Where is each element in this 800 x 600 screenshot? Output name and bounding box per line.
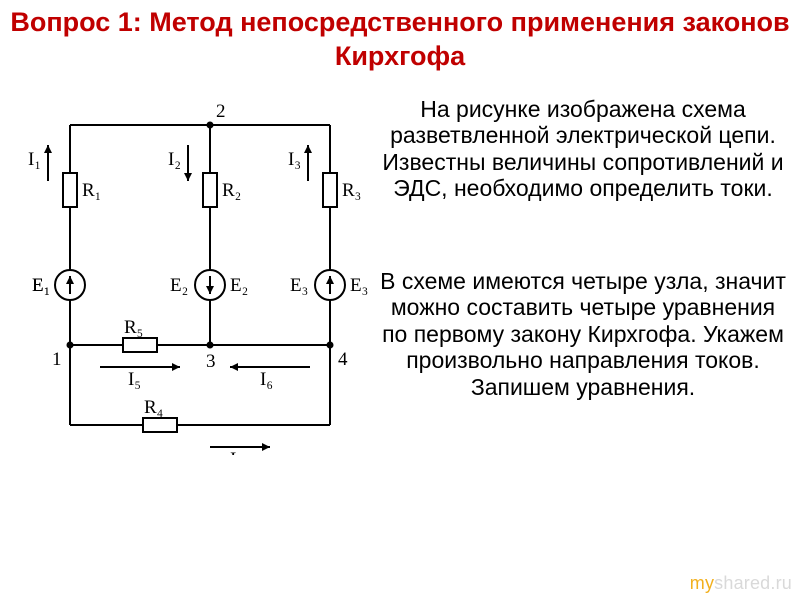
svg-text:1: 1	[52, 349, 62, 370]
svg-text:I₃: I₃	[288, 149, 301, 170]
svg-text:R₂: R₂	[222, 180, 241, 201]
svg-text:E₂: E₂	[230, 275, 248, 296]
svg-text:2: 2	[216, 101, 226, 122]
svg-text:R₁: R₁	[82, 180, 101, 201]
circuit-diagram: R₁E₁E₁I₁R₂E₂E₂I₂R₃E₃E₃I₃1234R₅I₅I₆R₄I₄E₁	[10, 95, 370, 455]
slide-title: Вопрос 1: Метод непосредственного примен…	[0, 6, 800, 74]
svg-text:E₁: E₁	[32, 275, 50, 296]
svg-text:E₃: E₃	[350, 275, 368, 296]
svg-text:R₅: R₅	[124, 317, 143, 338]
svg-text:I₁: I₁	[28, 149, 41, 170]
svg-text:I₄: I₄	[230, 449, 243, 455]
svg-text:R₄: R₄	[144, 397, 163, 418]
svg-text:I₆: I₆	[260, 369, 273, 390]
watermark: myshared.ru	[690, 573, 792, 594]
svg-text:3: 3	[206, 351, 216, 372]
watermark-prefix: my	[690, 573, 714, 593]
svg-text:E₂: E₂	[170, 275, 188, 296]
svg-text:I₅: I₅	[128, 369, 141, 390]
svg-text:R₃: R₃	[342, 180, 361, 201]
svg-text:I₂: I₂	[168, 149, 181, 170]
svg-text:E₃: E₃	[290, 275, 308, 296]
svg-text:4: 4	[338, 349, 348, 370]
paragraph-1: На рисунке изображена схема разветвленно…	[378, 96, 788, 202]
paragraph-2: В схеме имеются четыре узла, значит можн…	[378, 268, 788, 400]
watermark-suffix: shared.ru	[714, 573, 792, 593]
slide: Вопрос 1: Метод непосредственного примен…	[0, 0, 800, 600]
